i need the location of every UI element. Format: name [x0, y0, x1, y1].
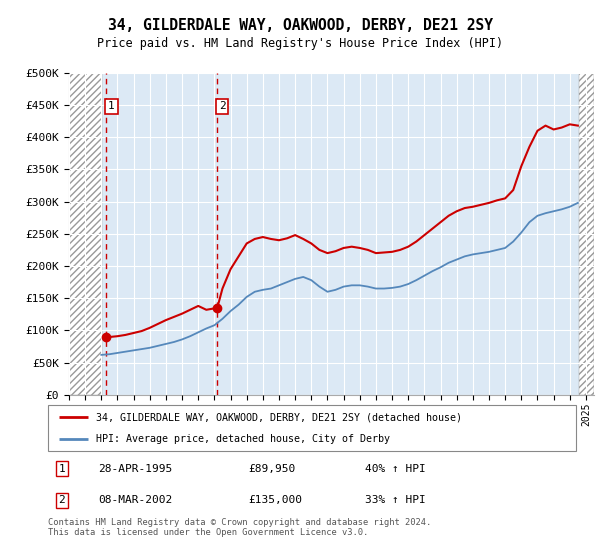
Text: 34, GILDERDALE WAY, OAKWOOD, DERBY, DE21 2SY (detached house): 34, GILDERDALE WAY, OAKWOOD, DERBY, DE21…	[95, 412, 461, 422]
Text: HPI: Average price, detached house, City of Derby: HPI: Average price, detached house, City…	[95, 435, 389, 444]
Text: 28-APR-1995: 28-APR-1995	[98, 464, 172, 474]
Text: 33% ↑ HPI: 33% ↑ HPI	[365, 495, 425, 505]
Text: 34, GILDERDALE WAY, OAKWOOD, DERBY, DE21 2SY: 34, GILDERDALE WAY, OAKWOOD, DERBY, DE21…	[107, 18, 493, 32]
FancyBboxPatch shape	[48, 405, 576, 451]
Text: 2: 2	[219, 101, 226, 111]
Text: 08-MAR-2002: 08-MAR-2002	[98, 495, 172, 505]
Text: £89,950: £89,950	[248, 464, 296, 474]
Text: £135,000: £135,000	[248, 495, 302, 505]
Text: Contains HM Land Registry data © Crown copyright and database right 2024.
This d: Contains HM Land Registry data © Crown c…	[48, 518, 431, 538]
Text: Price paid vs. HM Land Registry's House Price Index (HPI): Price paid vs. HM Land Registry's House …	[97, 37, 503, 50]
Bar	[69, 73, 102, 395]
Text: 2: 2	[59, 495, 65, 505]
Bar	[579, 73, 594, 395]
Text: 1: 1	[108, 101, 115, 111]
Text: 40% ↑ HPI: 40% ↑ HPI	[365, 464, 425, 474]
Text: 1: 1	[59, 464, 65, 474]
